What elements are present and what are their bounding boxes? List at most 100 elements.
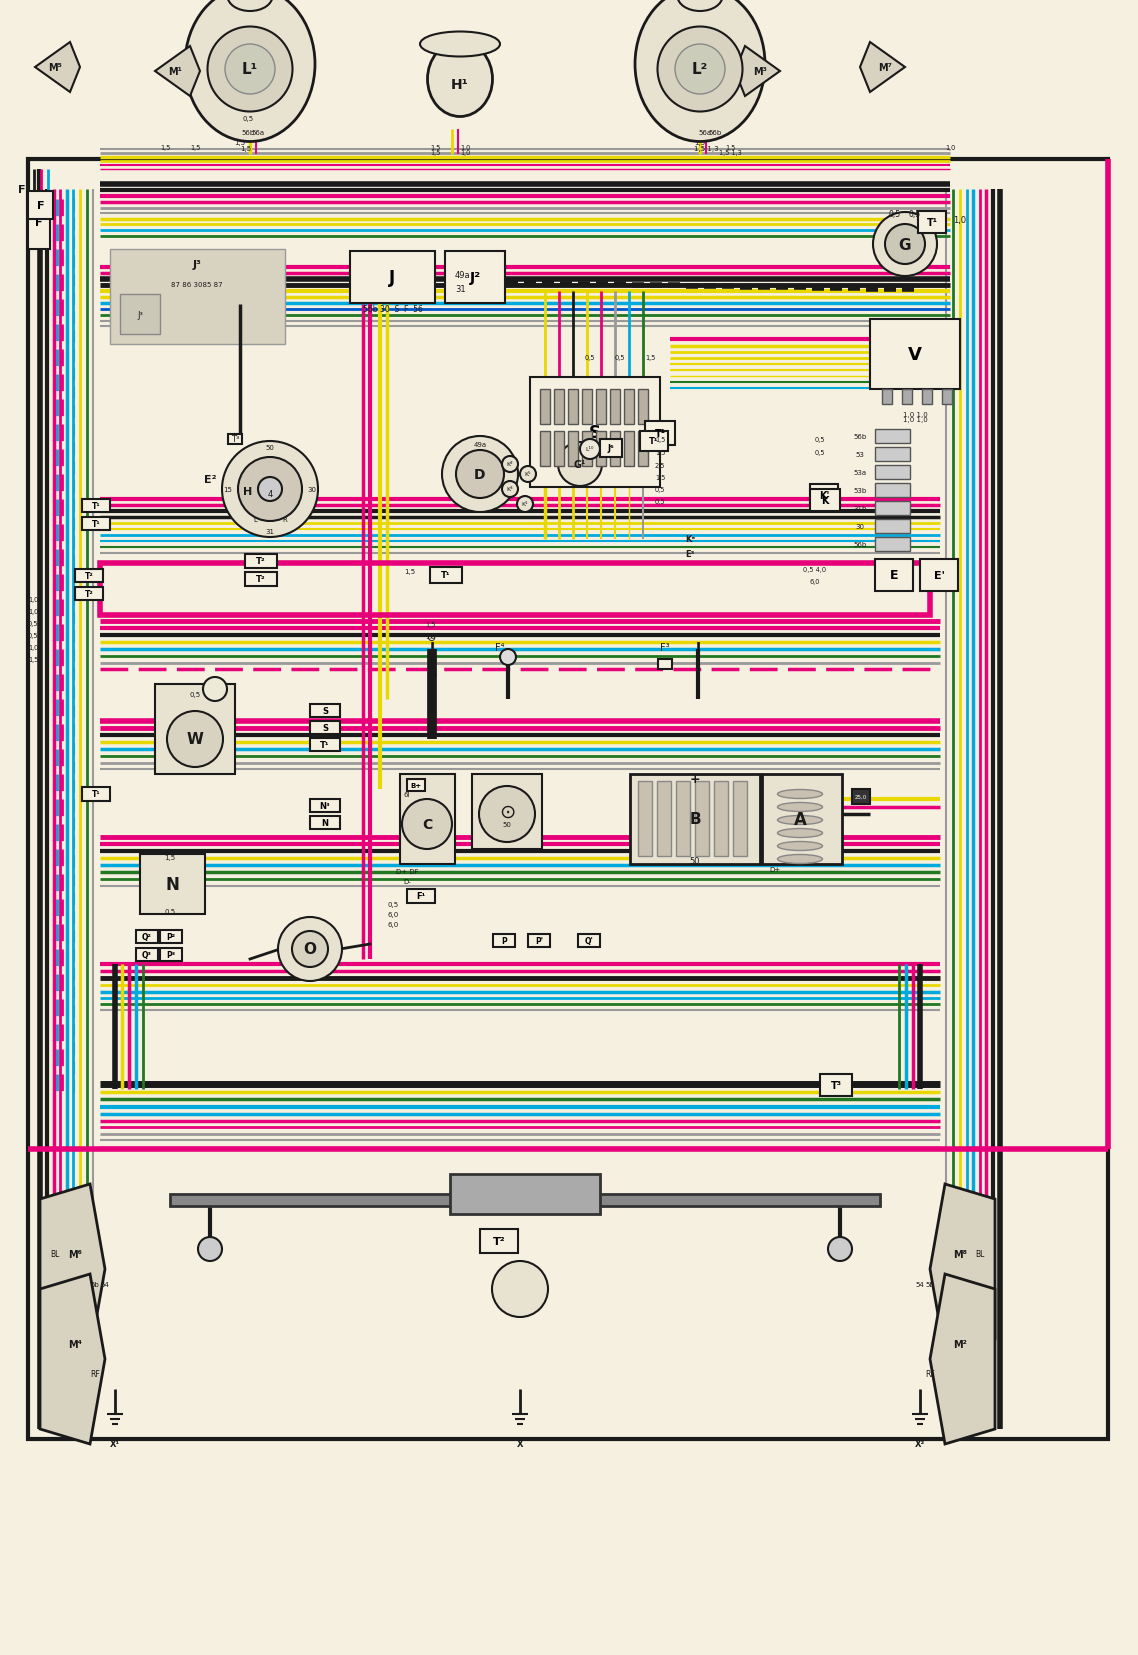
Text: 1,5: 1,5: [427, 657, 438, 662]
Circle shape: [292, 932, 328, 968]
Text: 6l: 6l: [404, 791, 411, 798]
Text: J²: J²: [470, 271, 480, 285]
Bar: [645, 422, 675, 445]
Text: 0,5: 0,5: [615, 354, 625, 361]
Text: T¹: T¹: [654, 429, 666, 439]
Text: 15: 15: [223, 487, 232, 493]
Text: M⁴: M⁴: [68, 1339, 82, 1349]
Text: 1,5: 1,5: [427, 672, 438, 677]
Text: 1,5 1,3: 1,5 1,3: [694, 146, 718, 152]
Bar: [110, 250, 284, 344]
Bar: [170, 1195, 880, 1206]
Text: 1,0: 1,0: [460, 151, 470, 156]
Text: 50: 50: [690, 857, 700, 866]
Text: F: F: [35, 217, 43, 227]
Text: 56a: 56a: [251, 131, 264, 136]
Text: L¹⁰: L¹⁰: [586, 447, 594, 452]
Text: C: C: [422, 818, 432, 831]
Ellipse shape: [777, 803, 823, 813]
Text: 1,5: 1,5: [164, 854, 175, 861]
Text: F⁴: F⁴: [495, 642, 505, 652]
Text: 1,0 1,0: 1,0 1,0: [902, 412, 927, 417]
Text: 1,5: 1,5: [430, 151, 440, 156]
Circle shape: [500, 650, 516, 665]
Text: W: W: [187, 732, 204, 746]
Text: 0,5: 0,5: [815, 437, 825, 444]
Text: F: F: [18, 185, 26, 195]
Circle shape: [492, 1261, 549, 1317]
Text: 25,0: 25,0: [855, 794, 867, 799]
Text: 49a: 49a: [455, 270, 471, 280]
Text: D+: D+: [769, 867, 781, 872]
Text: N³: N³: [320, 801, 330, 811]
Text: 0,5: 0,5: [189, 692, 200, 697]
Text: D-: D-: [403, 879, 411, 884]
Circle shape: [517, 496, 533, 513]
Text: 56b: 56b: [241, 131, 255, 136]
Text: 1,5: 1,5: [654, 450, 666, 455]
Ellipse shape: [777, 856, 823, 864]
Bar: [875, 538, 910, 551]
Bar: [568, 391, 578, 425]
Circle shape: [278, 917, 343, 981]
Text: M¹: M¹: [168, 66, 182, 76]
Text: L¹: L¹: [242, 63, 258, 78]
Text: 0,5: 0,5: [164, 909, 175, 915]
Text: 50: 50: [503, 821, 511, 828]
Text: 30: 30: [856, 523, 865, 530]
Text: V: V: [908, 346, 922, 364]
Text: Q': Q': [585, 937, 593, 945]
Bar: [875, 465, 910, 480]
Text: 1,5: 1,5: [240, 146, 251, 152]
Text: B: B: [690, 813, 701, 828]
Text: 0,5: 0,5: [889, 210, 901, 220]
Text: 1,5: 1,5: [654, 437, 666, 444]
Bar: [160, 948, 182, 962]
Text: 5b: 5b: [91, 1281, 99, 1288]
Text: X: X: [517, 1440, 523, 1448]
Text: T²: T²: [493, 1236, 505, 1246]
Bar: [245, 554, 277, 569]
Text: 30: 30: [307, 487, 316, 493]
Text: 1,5: 1,5: [424, 634, 435, 639]
Text: D: D: [475, 468, 486, 482]
Text: T¹: T¹: [442, 571, 451, 581]
Circle shape: [520, 467, 536, 483]
Bar: [160, 930, 182, 943]
Text: 1,5: 1,5: [234, 141, 246, 146]
Text: RF: RF: [90, 1370, 100, 1379]
Bar: [82, 500, 110, 513]
Text: 54: 54: [100, 1281, 109, 1288]
Text: T³: T³: [831, 1081, 841, 1091]
Text: 5b: 5b: [925, 1281, 934, 1288]
Text: T²: T²: [84, 589, 93, 599]
Bar: [310, 722, 340, 735]
Circle shape: [580, 440, 600, 460]
Text: P': P': [535, 937, 543, 945]
Text: 1,0: 1,0: [954, 215, 966, 225]
Bar: [568, 432, 578, 467]
Text: 1,5: 1,5: [725, 146, 735, 151]
Text: 4: 4: [267, 490, 273, 500]
Bar: [610, 391, 620, 425]
Bar: [638, 391, 648, 425]
Text: 0,5: 0,5: [654, 498, 666, 505]
Text: 1,5: 1,5: [430, 146, 440, 151]
Ellipse shape: [428, 43, 493, 118]
Text: P³: P³: [166, 950, 175, 960]
Polygon shape: [930, 1185, 995, 1354]
Bar: [733, 781, 747, 857]
Bar: [657, 781, 671, 857]
Bar: [310, 705, 340, 718]
Bar: [640, 432, 668, 452]
Text: BL: BL: [50, 1250, 59, 1259]
Text: 56b: 56b: [708, 131, 721, 136]
Text: F: F: [36, 200, 44, 210]
Polygon shape: [860, 43, 905, 93]
Bar: [695, 781, 709, 857]
Text: 1,5: 1,5: [694, 141, 706, 146]
Text: 1,0: 1,0: [945, 146, 955, 151]
Text: 53b: 53b: [854, 488, 867, 493]
Ellipse shape: [777, 789, 823, 799]
Text: M⁷: M⁷: [879, 63, 892, 73]
